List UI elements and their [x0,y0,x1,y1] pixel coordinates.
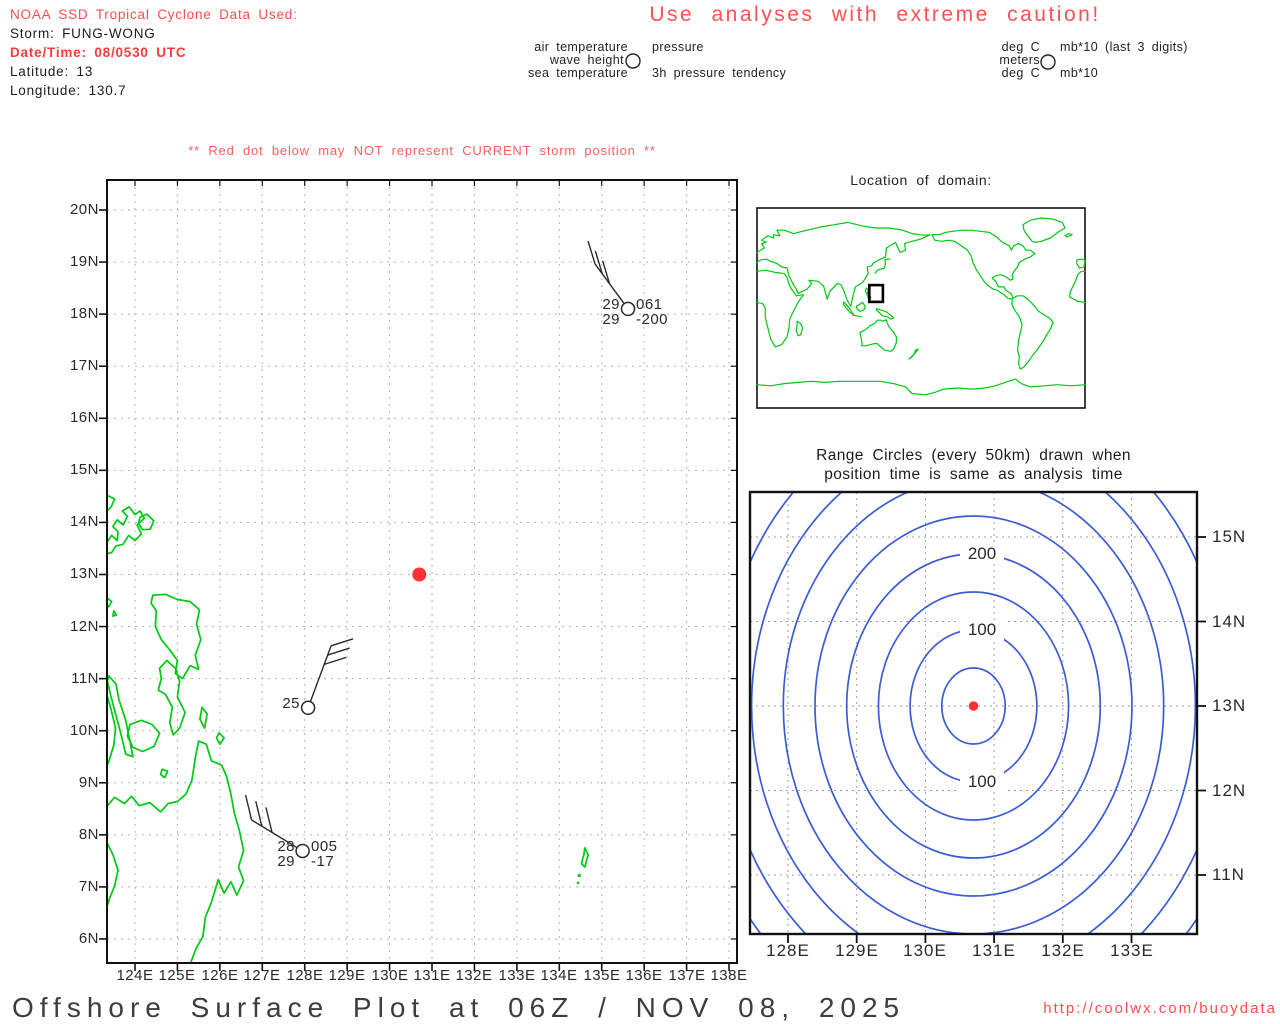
range-lat-tick-label: 14N [1212,612,1247,631]
lat-tick-label: 15N [69,461,99,478]
domain-map-title: Location of domain: [850,172,992,188]
latitude-label: Latitude: 13 [10,64,94,79]
station-plots [244,240,636,859]
main-map-frame [99,179,738,971]
range-lat-tick-label: 12N [1212,781,1247,800]
range-ring-distance-label: 200 [960,544,1004,564]
lon-tick-label: 128E [286,967,324,984]
lat-tick-label: 8N [78,826,99,843]
lon-tick-label: 132E [455,967,493,984]
legend-unit-degc-2: deg C [1001,66,1040,80]
lon-tick-label: 124E [116,967,154,984]
legend-wave-height: wave height [549,53,624,67]
legend-pressure: pressure [652,40,704,54]
lat-tick-label: 19N [69,253,99,270]
station-air-temp: 29 [602,296,620,313]
range-lon-tick-label: 130E [903,941,947,960]
range-lat-tick-label: 13N [1212,696,1247,715]
station-sea-temp: 29 [277,853,295,870]
lon-tick-label: 137E [668,967,706,984]
range-lon-tick-label: 132E [1041,941,1085,960]
station-air-temp: 25 [282,695,300,712]
range-lon-tick-label: 133E [1110,941,1154,960]
lat-tick-label: 7N [78,878,99,895]
range-center-dot [968,701,979,711]
lon-tick-label: 131E [413,967,451,984]
main-map-coastlines [106,494,590,963]
lon-tick-label: 138E [710,967,748,984]
lon-tick-label: 130E [371,967,409,984]
domain-box [867,283,885,304]
lon-tick-label: 125E [158,967,196,984]
lat-tick-label: 20N [69,201,99,218]
lat-tick-label: 12N [69,618,99,635]
lat-tick-label: 10N [69,722,99,739]
legend-unit-meters: meters [999,53,1040,67]
lon-tick-label: 135E [583,967,621,984]
legend-unit-mb10-digits: mb*10 (last 3 digits) [1060,40,1188,54]
lat-tick-label: 17N [69,357,99,374]
legend-station-circles [625,53,1056,70]
lon-tick-label: 136E [625,967,663,984]
lon-tick-label: 129E [328,967,366,984]
station-air-temp: 28 [277,838,295,855]
legend-sea-temperature: sea temperature [527,66,628,80]
station-pressure: 061 [636,296,663,313]
lon-tick-label: 133E [498,967,536,984]
range-ring-distance-label: 100 [960,772,1004,792]
range-plot-title-line1: Range Circles (every 50km) drawn when [816,447,1131,464]
longitude-label: Longitude: 130.7 [10,83,127,98]
station-sea-temp: 29 [602,311,620,328]
range-lat-tick-label: 15N [1212,527,1247,546]
legend-unit-degc-1: deg C [1001,40,1040,54]
data-source-line: NOAA SSD Tropical Cyclone Data Used: [10,7,298,22]
plot-main-title: Offshore Surface Plot at 06Z / NOV 08, 2… [12,992,906,1023]
lat-tick-label: 13N [69,565,99,582]
lat-tick-label: 18N [69,305,99,322]
storm-position-dot [412,567,427,582]
station-pressure: 005 [311,838,338,855]
domain-world-map [756,207,1086,409]
range-lon-tick-label: 129E [835,941,879,960]
red-dot-warning: ** Red dot below may NOT represent CURRE… [188,143,656,158]
range-ring-distance-label: 100 [960,620,1004,640]
station-tendency: -17 [311,853,335,870]
storm-name-label: Storm: FUNG-WONG [10,26,156,41]
datetime-label: Date/Time: 08/0530 UTC [10,45,187,60]
legend-air-temperature: air temperature [534,40,628,54]
lat-tick-label: 9N [78,774,99,791]
lon-tick-label: 127E [243,967,281,984]
lat-tick-label: 14N [69,513,99,530]
caution-headline: Use analyses with extreme caution! [649,3,1101,26]
range-lon-tick-label: 131E [972,941,1016,960]
source-url: http://coolwx.com/buoydata [1043,1000,1277,1017]
range-plot-title-line2: position time is same as analysis time [824,466,1123,483]
lat-tick-label: 6N [78,930,99,947]
range-plot-frame [748,490,1206,943]
lat-tick-label: 11N [71,670,99,687]
lon-tick-label: 126E [201,967,239,984]
legend-pressure-tendency: 3h pressure tendency [652,66,787,80]
range-lon-tick-label: 128E [766,941,810,960]
station-tendency: -200 [636,311,669,328]
legend-unit-mb10: mb*10 [1060,66,1099,80]
lat-tick-label: 16N [69,409,99,426]
lon-tick-label: 134E [540,967,578,984]
range-lat-tick-label: 11N [1212,865,1245,884]
